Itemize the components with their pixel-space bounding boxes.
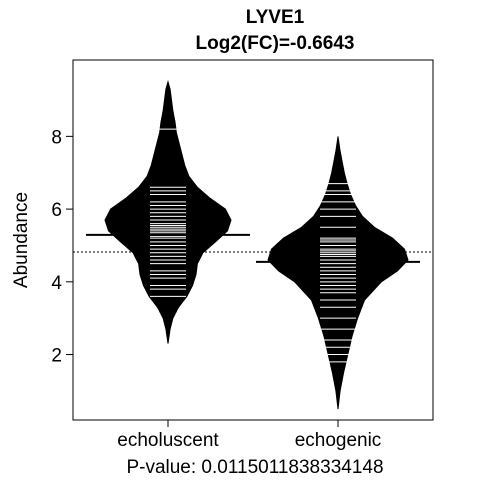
plot-frame <box>72 59 434 421</box>
x-axis-label: P-value: 0.0115011838334148 <box>126 457 383 478</box>
axis-layer: echoluscent echogenic 2 4 6 8 <box>51 127 381 451</box>
chart-title: LYVE1 <box>246 7 305 28</box>
y-tick-label: 2 <box>51 346 62 367</box>
x-tick-label: echoluscent <box>117 430 219 451</box>
y-tick-label: 4 <box>51 273 62 294</box>
bean-layer <box>73 79 433 410</box>
chart-subtitle: Log2(FC)=-0.6643 <box>196 33 355 54</box>
bean-echogenic <box>267 136 409 410</box>
y-tick-label: 8 <box>51 127 62 148</box>
y-tick-label: 6 <box>51 200 62 221</box>
y-axis-label: Abundance <box>11 192 32 288</box>
x-tick-label: echogenic <box>295 430 382 451</box>
